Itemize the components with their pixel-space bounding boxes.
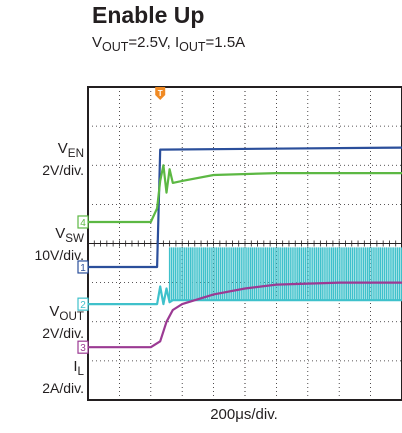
label-il: IL 2A/div. — [42, 358, 84, 397]
subtitle-v-sub: OUT — [102, 40, 129, 54]
channel-marker-label-4: 4 — [80, 218, 86, 229]
trigger-marker-label: T — [158, 89, 163, 98]
label-ven-scale: 2V/div. — [42, 161, 84, 178]
label-vout-scale: 2V/div. — [42, 324, 84, 341]
trace-ch2 — [88, 285, 402, 306]
plot-traces — [88, 146, 402, 349]
channel-marker-1 — [77, 260, 89, 274]
channel-marker-label-1: 1 — [80, 263, 86, 274]
channel-marker-label-3: 3 — [80, 343, 86, 354]
label-vout-sub: OUT — [59, 309, 84, 323]
trigger-marker — [155, 87, 166, 100]
channel-markers: 1 2 3 4 T — [77, 87, 166, 354]
label-vsw-scale: 10V/div. — [34, 246, 84, 263]
label-ven: VEN 2V/div. — [42, 140, 84, 179]
label-il-sub: L — [77, 364, 84, 378]
label-ven-sub: EN — [67, 146, 84, 160]
chart-title: Enable Up — [92, 2, 205, 28]
subtitle-v: V — [92, 34, 103, 51]
channel-marker-2 — [77, 297, 89, 311]
label-vout: VOUT 2V/div. — [42, 303, 84, 342]
trace-ch3 — [88, 281, 402, 349]
trace-ch4 — [88, 164, 402, 224]
label-il-main: I — [73, 358, 78, 375]
channel-marker-label-2: 2 — [80, 300, 86, 311]
subtitle-v-rest: =2.5V, I — [128, 34, 180, 51]
x-axis-label: 200μs/div. — [210, 406, 278, 423]
label-vsw: VSW 10V/div. — [34, 225, 84, 264]
subtitle-i-rest: =1.5A — [205, 34, 246, 51]
label-vsw-main: V — [55, 225, 66, 242]
label-vsw-sub: SW — [65, 231, 84, 245]
label-vout-main: V — [49, 303, 60, 320]
subtitle-i-sub: OUT — [179, 40, 206, 54]
plot-grid — [87, 87, 402, 400]
label-ven-main: V — [57, 140, 68, 157]
trace-ch2-switching — [168, 247, 402, 301]
channel-marker-3 — [77, 340, 89, 354]
chart-subtitle: VOUT=2.5V, IOUT=1.5A — [92, 34, 245, 54]
trace-ch1 — [88, 146, 402, 269]
channel-marker-4 — [77, 215, 89, 229]
label-il-scale: 2A/div. — [42, 379, 84, 396]
